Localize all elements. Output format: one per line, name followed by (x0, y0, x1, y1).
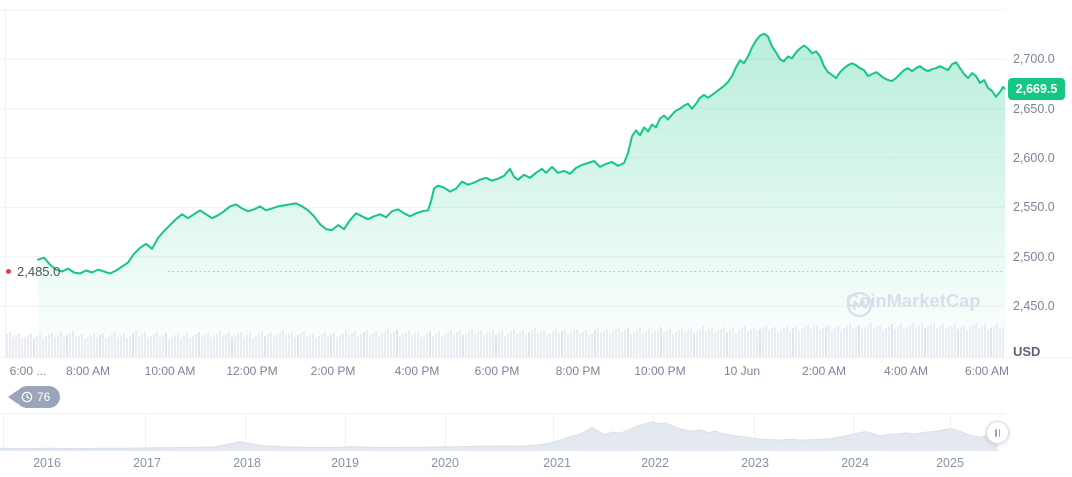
time-tick-label: 2:00 PM (310, 364, 356, 378)
time-tick-label: 4:00 AM (883, 364, 929, 378)
price-area-fill (38, 33, 1005, 357)
time-tick-label: 10:00 AM (144, 364, 196, 378)
year-tick-label: 2018 (233, 456, 261, 470)
price-tick-label: 2,500.0 (1013, 249, 1055, 264)
minimap-area-fill (0, 421, 998, 451)
year-axis[interactable]: 2016 2017 2018 2019 2020 2021 2022 2023 2024 2025 (0, 450, 1072, 477)
time-tick-label: 6:00 PM (474, 364, 520, 378)
price-line (37, 32, 1005, 275)
replay-bar-count: 76 (37, 390, 51, 404)
year-tick-label: 2017 (133, 456, 161, 470)
volume-bars (6, 323, 1004, 357)
year-tick-label: 2020 (431, 456, 459, 470)
minimap-area-outline (0, 421, 996, 450)
currency-unit-label: USD (1013, 344, 1041, 359)
price-tick-label: 2,600.0 (1013, 151, 1055, 166)
time-tick-label: 6:00 AM (964, 364, 1010, 378)
year-tick-label: 2019 (331, 456, 359, 470)
minimap-right-handle[interactable] (986, 421, 1009, 444)
time-tick-label: 2:00 AM (801, 364, 847, 378)
year-tick-label: 2023 (741, 456, 769, 470)
open-price-label: 2,485.0 (6, 264, 60, 279)
year-tick-label: 2021 (543, 456, 571, 470)
year-tick-label: 2025 (936, 456, 964, 470)
year-tick-label: 2016 (33, 456, 61, 470)
time-tick-label: 6:00 ... (9, 364, 47, 378)
time-tick-label: 8:00 PM (555, 364, 601, 378)
timeline-minimap[interactable] (0, 413, 1009, 451)
time-tick-label: 4:00 PM (394, 364, 440, 378)
open-price-marker-icon (6, 268, 11, 274)
price-area-chart (0, 9, 1005, 357)
time-axis[interactable]: 6:00 ... 8:00 AM 10:00 AM 12:00 PM 2:00 PM 4:… (0, 357, 1072, 383)
price-tick-label: 2,550.0 (1013, 200, 1055, 215)
price-tick-label: 2,650.0 (1013, 101, 1055, 116)
price-tick-label: 2,450.0 (1013, 299, 1055, 314)
time-tick-label: 8:00 AM (65, 364, 111, 378)
price-tick-label: 2,700.0 (1013, 52, 1055, 67)
time-tick-label: 10 Jun (723, 364, 761, 378)
year-tick-label: 2024 (841, 456, 869, 470)
time-tick-label: 10:00 PM (634, 364, 686, 378)
price-axis[interactable]: 2,669.5 USD 2,700.0 2,650.0 2,600.0 2,550.0… (1005, 0, 1072, 359)
replay-bar-count-badge[interactable]: 76 (16, 386, 61, 408)
main-chart-pane[interactable]: CoinMarketCap 2,485.0 (0, 0, 1005, 357)
current-price-badge: 2,669.5 (1008, 78, 1065, 101)
minimap-history-area (0, 414, 998, 451)
resize-grip-icon (998, 428, 1000, 437)
open-price-value: 2,485.0 (17, 263, 61, 279)
year-tick-label: 2022 (641, 456, 669, 470)
time-tick-label: 12:00 PM (226, 364, 278, 378)
clock-icon (21, 391, 33, 403)
resize-grip-icon (995, 428, 997, 437)
